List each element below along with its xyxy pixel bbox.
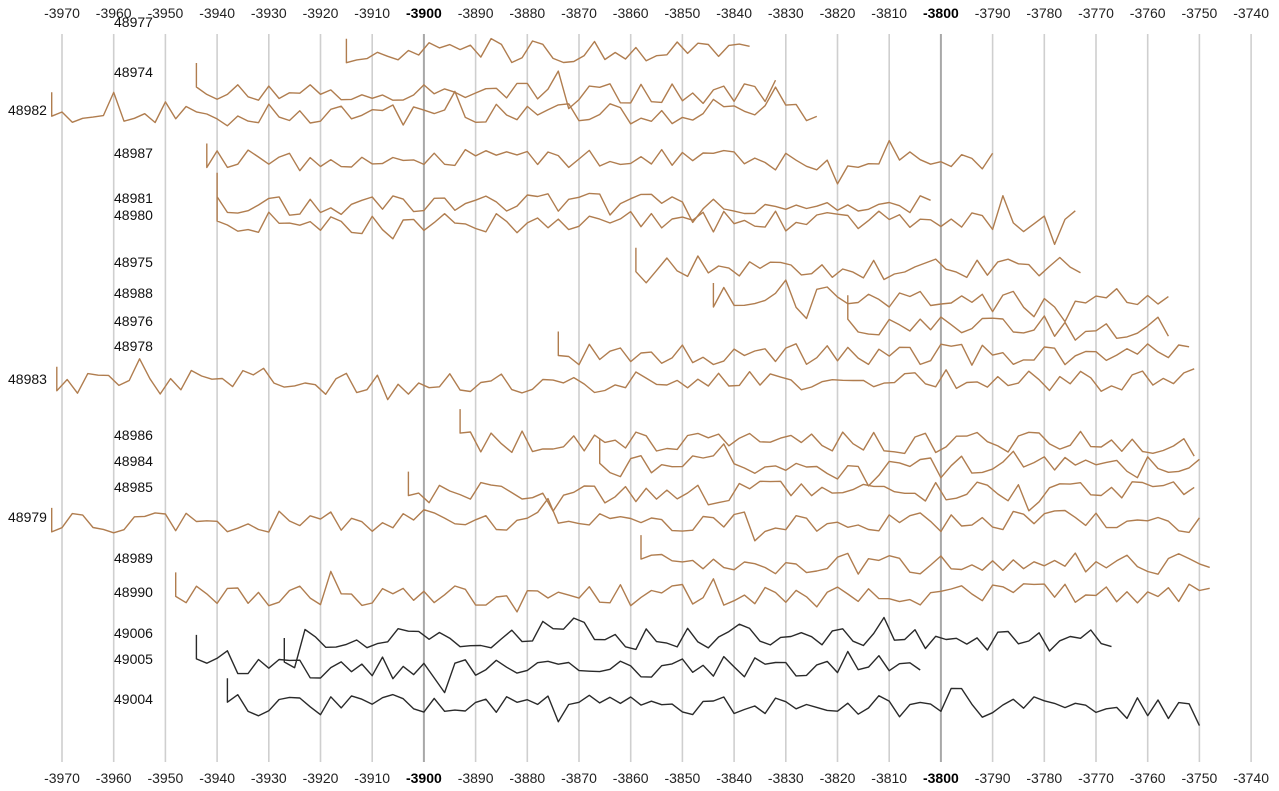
bottom-tick-label: -3800: [923, 770, 959, 786]
series-label-48978: 48978: [114, 338, 153, 354]
bottom-tick-label: -3890: [458, 770, 494, 786]
axis-ticks: -3970 -3970 -3960 -3960 -3950 -3950 -3940 -3940…: [44, 5, 1269, 786]
series-label-48975: 48975: [114, 254, 153, 270]
series-line-48986: [459, 409, 1195, 457]
series-line-49004: [226, 678, 1201, 726]
series-line-49006: [283, 616, 1112, 669]
series-line-48978: [557, 331, 1190, 366]
series-line-48980: [216, 195, 1076, 246]
series-line-49005: [195, 634, 921, 694]
series-label-48980: 48980: [114, 207, 153, 223]
top-tick-label: -3840: [716, 5, 752, 21]
bottom-tick-label: -3910: [354, 770, 390, 786]
series-label-48981: 48981: [114, 190, 153, 206]
bottom-tick-label: -3750: [1181, 770, 1217, 786]
series-label-48977: 48977: [114, 14, 153, 30]
series-line-48987: [206, 139, 994, 185]
top-tick-label: -3750: [1181, 5, 1217, 21]
top-tick-label: -3900: [406, 5, 442, 21]
top-tick-label: -3920: [303, 5, 339, 21]
bottom-tick-label: -3850: [664, 770, 700, 786]
series-label-48983: 48983: [8, 371, 47, 387]
bottom-tick-label: -3920: [303, 770, 339, 786]
series-line-48977: [345, 37, 750, 64]
bottom-tick-label: -3960: [96, 770, 132, 786]
bottom-tick-label: -3860: [613, 770, 649, 786]
top-tick-label: -3760: [1130, 5, 1166, 21]
top-tick-label: -3740: [1233, 5, 1269, 21]
top-tick-label: -3940: [199, 5, 235, 21]
series-label-49005: 49005: [114, 651, 153, 667]
series-label-48990: 48990: [114, 584, 153, 600]
bottom-tick-label: -3770: [1078, 770, 1114, 786]
bottom-tick-label: -3970: [44, 770, 80, 786]
top-tick-label: -3780: [1026, 5, 1062, 21]
series-line-48984: [599, 439, 1200, 487]
series-label-48985: 48985: [114, 479, 153, 495]
bottom-tick-label: -3830: [768, 770, 804, 786]
top-tick-label: -3800: [923, 5, 959, 21]
series-line-48983: [56, 358, 1195, 401]
bottom-tick-label: -3870: [561, 770, 597, 786]
top-tick-label: -3960: [96, 5, 132, 21]
series-label-49006: 49006: [114, 625, 153, 641]
top-tick-label: -3880: [509, 5, 545, 21]
top-tick-label: -3870: [561, 5, 597, 21]
bottom-tick-label: -3950: [147, 770, 183, 786]
top-tick-label: -3860: [613, 5, 649, 21]
series-line-48985: [407, 471, 1195, 512]
series-line-48982: [51, 86, 818, 127]
series-line-48990: [175, 570, 1210, 613]
top-tick-label: -3820: [820, 5, 856, 21]
series-label-48974: 48974: [114, 64, 153, 80]
series-label-48976: 48976: [114, 313, 153, 329]
series-line-48979: [51, 497, 1200, 542]
series-lines: [51, 37, 1210, 726]
series-line-48989: [640, 535, 1210, 575]
bottom-tick-label: -3900: [406, 770, 442, 786]
series-label-48982: 48982: [8, 102, 47, 118]
top-tick-label: -3790: [975, 5, 1011, 21]
bottom-tick-label: -3940: [199, 770, 235, 786]
top-tick-label: -3930: [251, 5, 287, 21]
bottom-tick-label: -3760: [1130, 770, 1166, 786]
top-tick-label: -3770: [1078, 5, 1114, 21]
series-label-48984: 48984: [114, 453, 153, 469]
series-label-48988: 48988: [114, 285, 153, 301]
bottom-tick-label: -3780: [1026, 770, 1062, 786]
bottom-tick-label: -3820: [820, 770, 856, 786]
bottom-tick-label: -3810: [871, 770, 907, 786]
top-tick-label: -3830: [768, 5, 804, 21]
top-tick-label: -3970: [44, 5, 80, 21]
bottom-tick-label: -3880: [509, 770, 545, 786]
series-line-48988: [712, 279, 1169, 323]
bottom-tick-label: -3740: [1233, 770, 1269, 786]
top-tick-label: -3950: [147, 5, 183, 21]
top-tick-label: -3890: [458, 5, 494, 21]
bottom-tick-label: -3930: [251, 770, 287, 786]
top-tick-label: -3810: [871, 5, 907, 21]
series-line-48976: [847, 295, 1170, 341]
series-label-48979: 48979: [8, 509, 47, 525]
gridlines: [61, 34, 1252, 762]
series-line-48974: [195, 63, 777, 110]
series-line-48975: [635, 247, 1081, 284]
series-label-49004: 49004: [114, 691, 153, 707]
series-label-48987: 48987: [114, 145, 153, 161]
series-line-48981: [216, 172, 931, 224]
bottom-tick-label: -3790: [975, 770, 1011, 786]
series-label-48989: 48989: [114, 550, 153, 566]
series-label-48986: 48986: [114, 427, 153, 443]
top-tick-label: -3910: [354, 5, 390, 21]
bottom-tick-label: -3840: [716, 770, 752, 786]
top-tick-label: -3850: [664, 5, 700, 21]
